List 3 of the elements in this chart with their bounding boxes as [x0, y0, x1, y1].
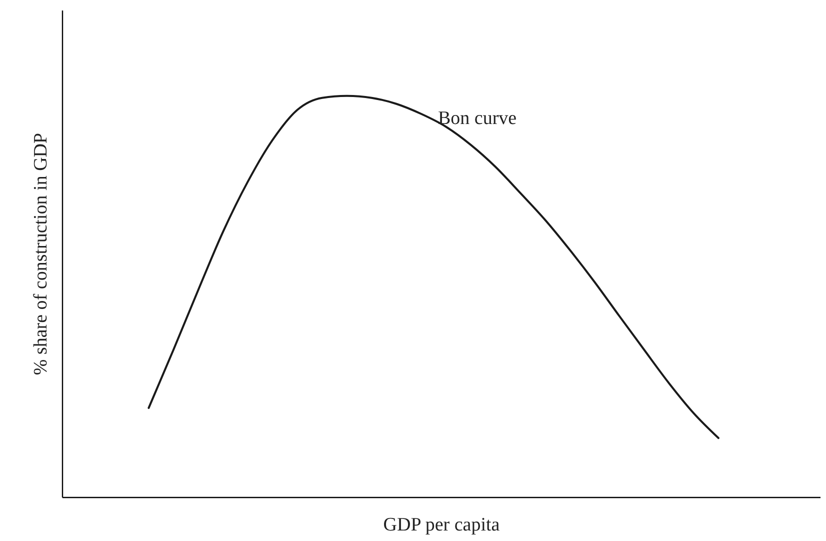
x-axis-title: GDP per capita	[383, 514, 500, 536]
annotation: Bon curve	[438, 108, 517, 129]
y-axis-title: % share of construction in GDP	[30, 132, 52, 376]
